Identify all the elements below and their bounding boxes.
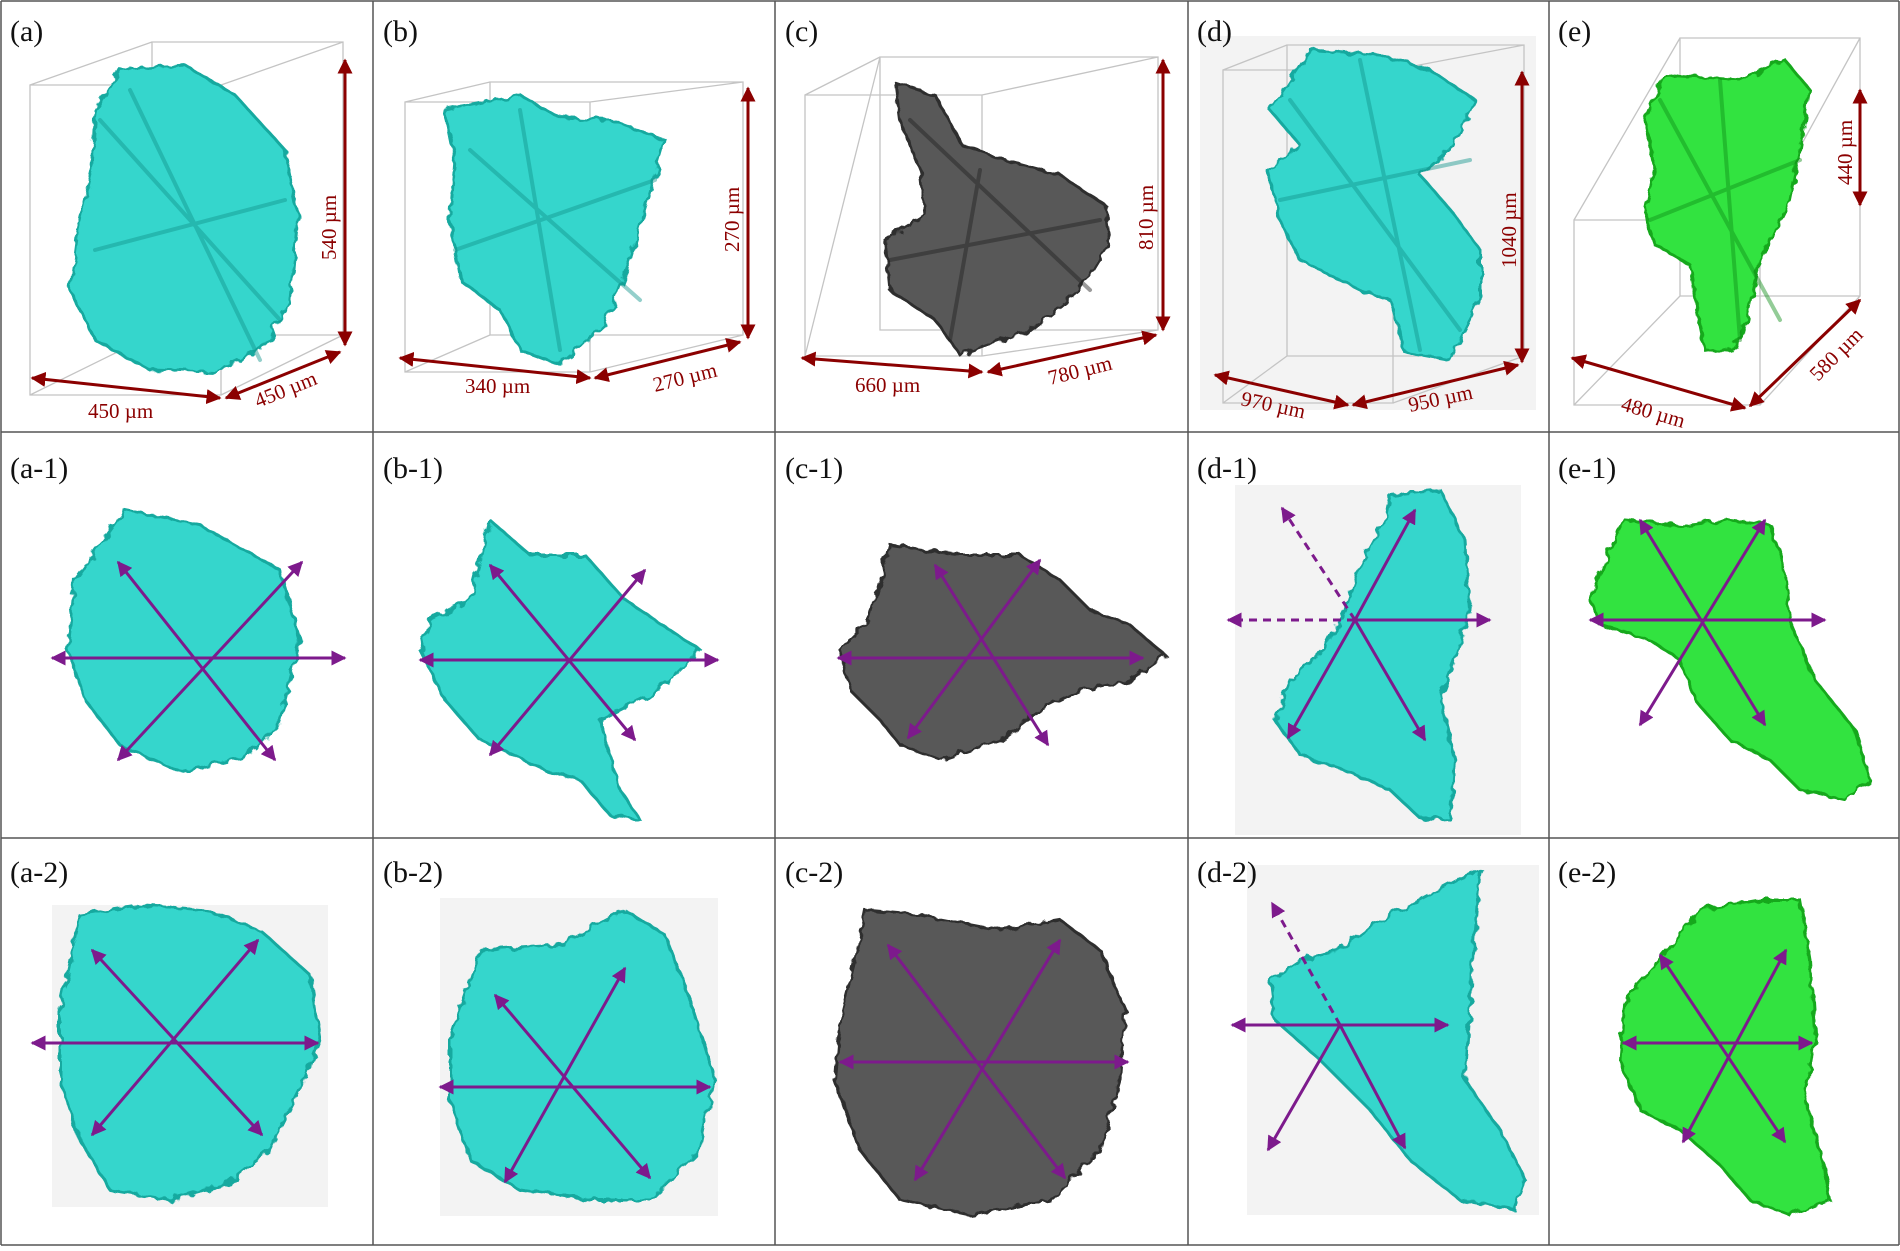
dendrite-e2 [1618,898,1832,1217]
panel-label-b: (b) [383,15,418,48]
dim-e-height: 440 µm [1833,120,1857,185]
panel-labels: (a) (b) (c) (d) (e) (a-1) (b-1) (c-1) (d… [10,15,1616,889]
panel-label-e2: (e-2) [1558,856,1616,889]
dimension-arrows [30,58,1868,412]
dendrite-b [443,93,667,367]
panel-label-b2: (b-2) [383,856,443,889]
panel-label-d2: (d-2) [1197,856,1257,889]
panel-label-b1: (b-1) [383,452,443,485]
panel-label-e1: (e-1) [1558,452,1616,485]
panel-label-c: (c) [785,15,818,48]
dendrite-e1 [1588,518,1872,802]
direction-arrows [30,506,1827,1184]
dim-e-depth: 580 µm [1805,322,1868,385]
dendrite-c1 [838,543,1168,762]
panel-label-a: (a) [10,15,43,48]
dendrite-d [1266,48,1482,362]
dim-a-width: 450 µm [88,399,153,423]
panel-label-c1: (c-1) [785,452,843,485]
dendrite-e [1643,58,1812,354]
dendrite-d2 [1268,867,1527,1212]
dendrite-a1 [66,508,302,774]
dim-b-width: 340 µm [465,374,530,398]
panel-label-a1: (a-1) [10,452,68,485]
dim-c-width: 660 µm [855,373,920,397]
dim-a-height: 540 µm [317,195,341,260]
panel-label-d1: (d-1) [1197,452,1257,485]
dim-b-height: 270 µm [720,187,744,252]
dendrite-shading [93,58,1802,362]
dim-c-height: 810 µm [1134,185,1158,250]
dim-e-width: 480 µm [1619,392,1688,433]
panel-label-a2: (a-2) [10,856,68,889]
dim-b-depth: 270 µm [650,358,719,397]
dendrite-a [68,63,300,374]
panel-label-d: (d) [1197,15,1232,48]
dendrite-c [883,79,1112,357]
panel-label-c2: (c-2) [785,856,843,889]
dim-d-height: 1040 µm [1497,192,1521,268]
panel-label-e: (e) [1558,15,1591,48]
